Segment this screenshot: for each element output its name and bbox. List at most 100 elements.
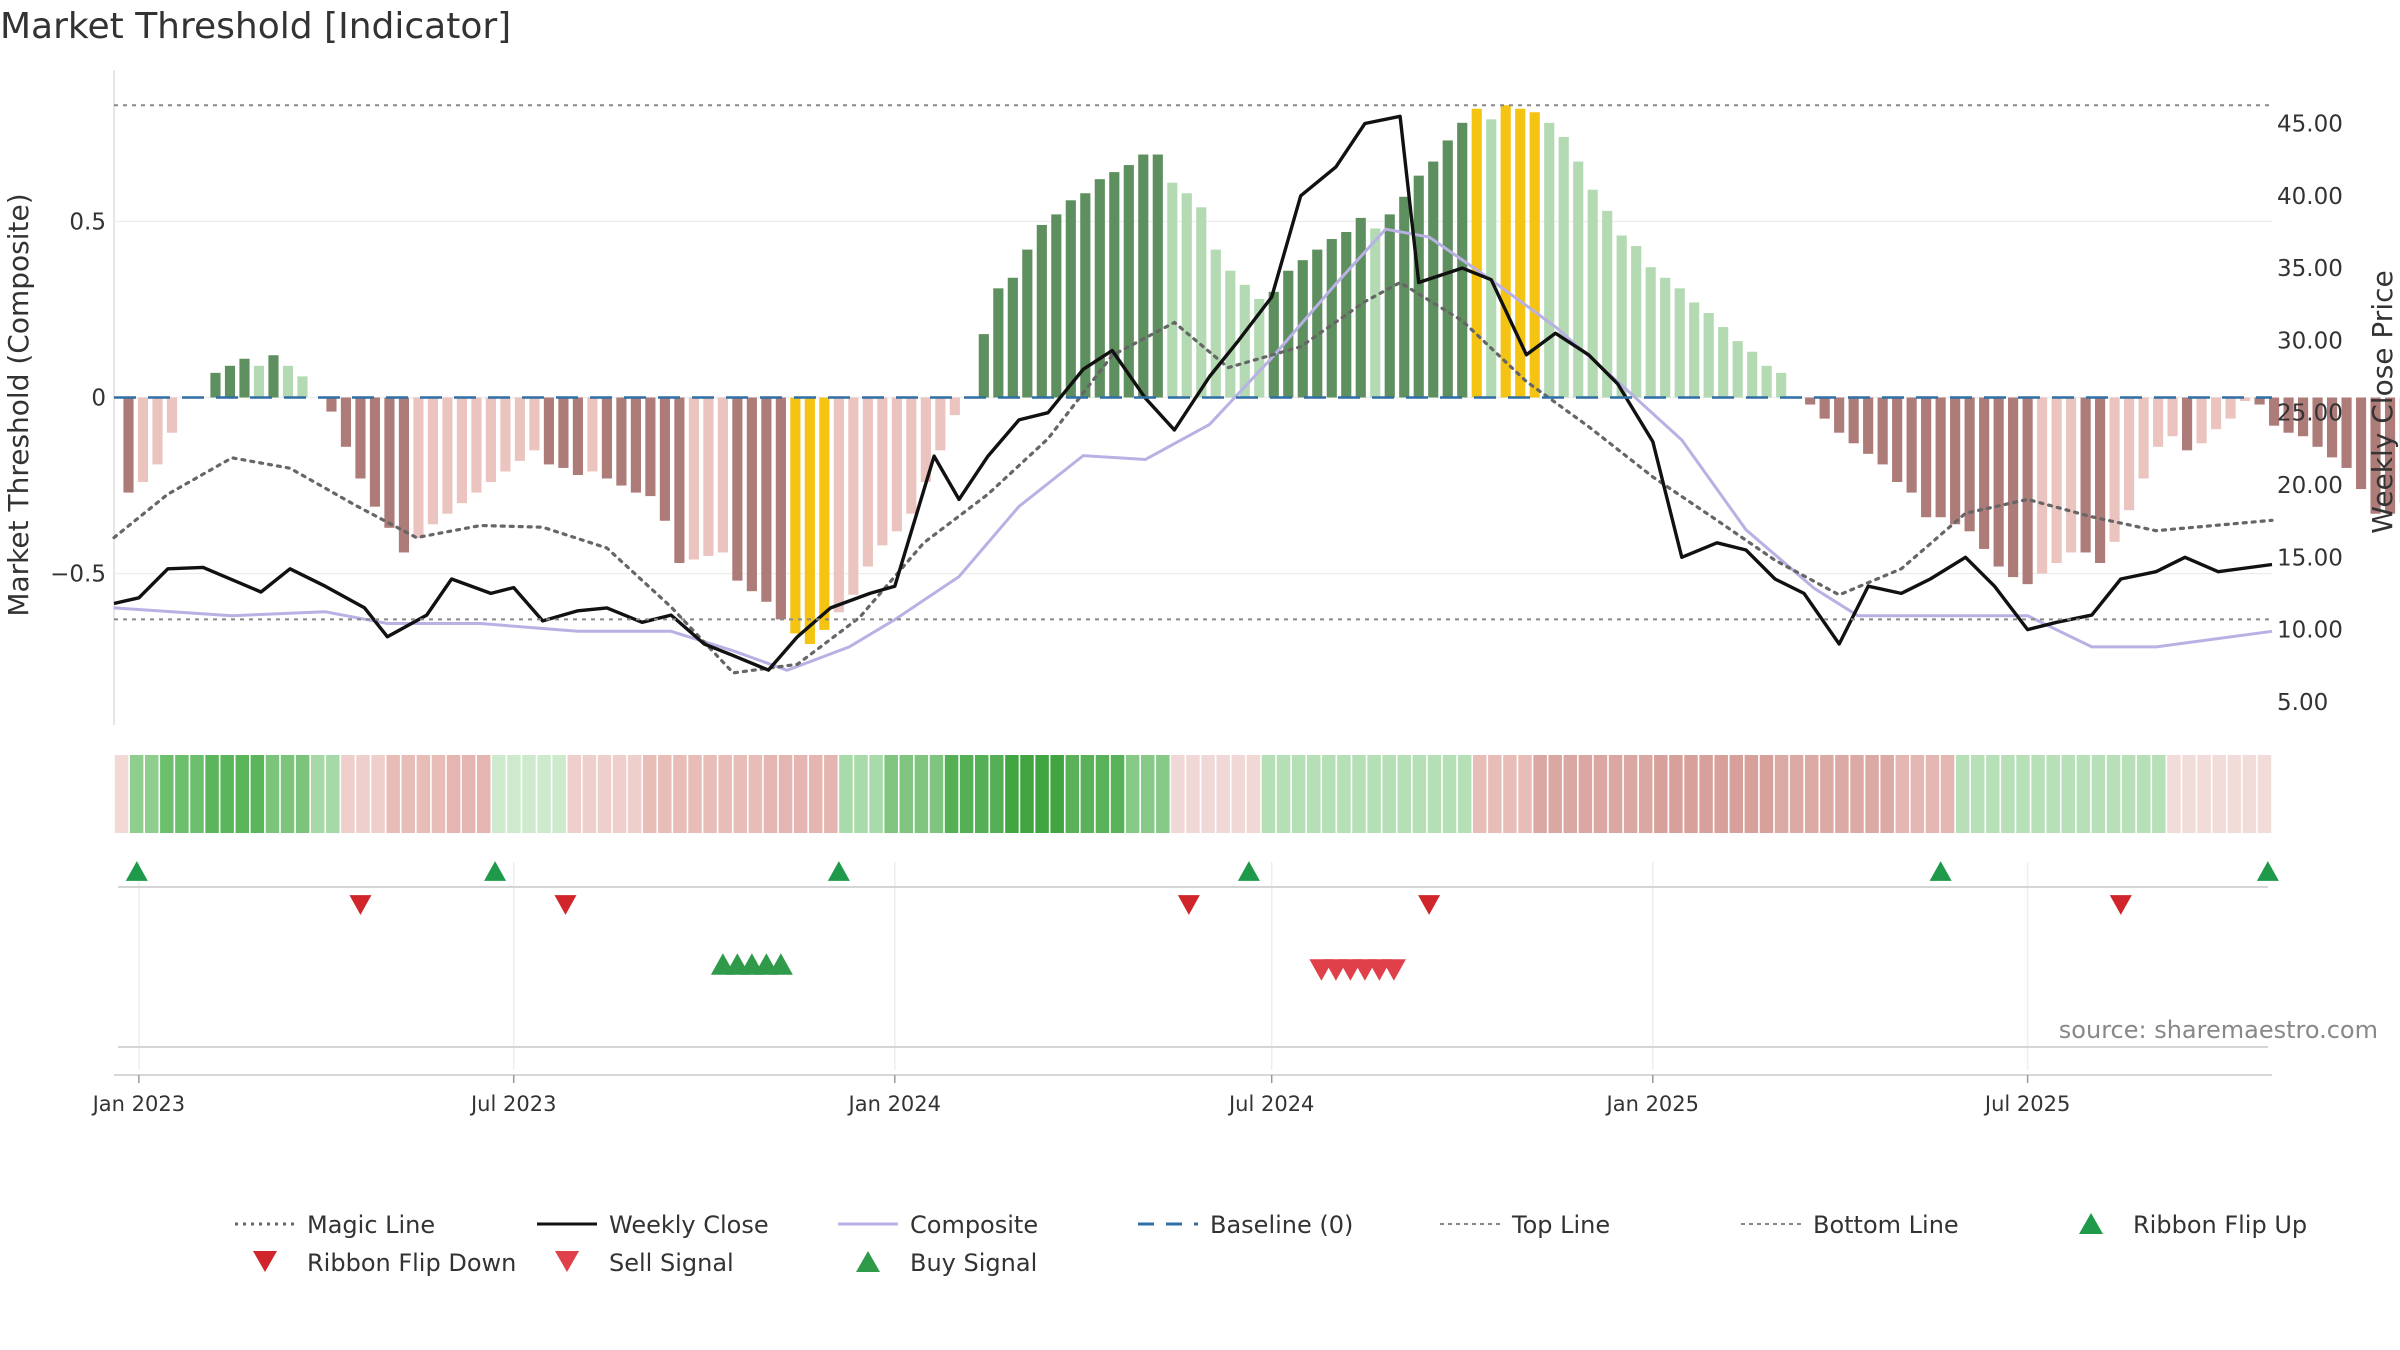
ribbon-cell — [2091, 755, 2106, 833]
composite-bar — [1819, 397, 1830, 419]
ribbon-cell — [1397, 755, 1412, 833]
legend-item: Ribbon Flip Up — [2079, 1211, 2307, 1239]
composite-bar — [1486, 119, 1497, 398]
ribbon-cell — [2046, 755, 2060, 833]
composite-bar — [2153, 397, 2164, 447]
composite-bar — [572, 397, 583, 475]
ribbon-cell — [1156, 755, 1170, 833]
composite-bar — [2109, 397, 2120, 542]
ribbon-cell — [1322, 755, 1336, 833]
ribbon-flip-down-marker — [1418, 895, 1441, 915]
composite-bar — [862, 397, 873, 567]
ribbon-cell — [1729, 755, 1744, 833]
composite-bar — [2022, 397, 2033, 585]
ribbon-flip-up-marker — [484, 861, 507, 881]
ribbon-cell — [778, 755, 793, 833]
composite-bar — [1674, 288, 1685, 398]
ribbon-cell — [1186, 755, 1200, 833]
composite-bar — [1022, 249, 1033, 398]
x-tick-label: Jan 2023 — [91, 1092, 186, 1116]
x-tick-label: Jul 2025 — [1983, 1092, 2070, 1116]
legend-label: Ribbon Flip Down — [307, 1249, 516, 1277]
ribbon-cell — [1835, 755, 1849, 833]
ribbon-cell — [1880, 755, 1894, 833]
ribbon-cell — [2016, 755, 2030, 833]
ribbon-cell — [1970, 755, 1985, 833]
composite-bar — [1848, 397, 1859, 444]
ribbon-cell — [733, 755, 748, 833]
composite-bar — [1384, 214, 1395, 398]
ribbon-cell — [1201, 755, 1215, 833]
composite-bar — [1210, 249, 1221, 398]
composite-bar — [2196, 397, 2207, 444]
ribbon-cell — [627, 755, 642, 833]
trend-ribbon — [114, 755, 2272, 833]
composite-bar — [529, 397, 540, 451]
ribbon-cell — [1412, 755, 1427, 833]
ribbon-cell — [1910, 755, 1925, 833]
composite-bar — [1558, 136, 1569, 398]
ribbon-cell — [2227, 755, 2242, 833]
composite-bar — [717, 397, 728, 553]
ribbon-cell — [1533, 755, 1547, 833]
composite-bar — [2240, 397, 2251, 402]
ribbon-flip-down-marker — [349, 895, 372, 915]
composite-bar — [1616, 235, 1627, 398]
composite-bar — [456, 397, 468, 504]
ribbon-cell — [1005, 755, 1019, 833]
ribbon-cell — [884, 755, 898, 833]
legend-label: Sell Signal — [609, 1249, 734, 1277]
ribbon-cell — [341, 755, 355, 833]
composite-bar — [2080, 397, 2091, 553]
composite-bar — [1544, 122, 1555, 398]
ribbon-cell — [1654, 755, 1668, 833]
ribbon-cell — [537, 755, 551, 833]
composite-bar — [2066, 397, 2077, 553]
ribbon-cell — [1246, 755, 1261, 833]
ribbon-cell — [1231, 755, 1246, 833]
ribbon-cell — [808, 755, 823, 833]
ribbon-cell — [959, 755, 974, 833]
ribbon-cell — [431, 755, 446, 833]
composite-bar — [253, 365, 265, 398]
ribbon-cell — [1578, 755, 1593, 833]
composite-bar — [790, 397, 801, 634]
ribbon-cell — [295, 755, 310, 833]
ribbon-cell — [1427, 755, 1442, 833]
composite-bar — [775, 397, 786, 620]
y2-tick-label: 5.00 — [2277, 690, 2328, 716]
sell-signal-marker — [1381, 959, 1406, 981]
composite-bar — [1645, 267, 1656, 398]
y2-tick-label: 25.00 — [2277, 401, 2343, 427]
legend-item: Magic Line — [235, 1211, 435, 1239]
ribbon-cell — [2106, 755, 2121, 833]
ribbon-cell — [175, 755, 189, 833]
composite-bar — [1152, 154, 1163, 398]
ribbon-cell — [1895, 755, 1910, 833]
composite-bar — [2370, 397, 2381, 514]
composite-bar — [1776, 372, 1787, 398]
composite-bar — [2384, 397, 2396, 514]
composite-bar — [1167, 182, 1178, 398]
composite-bar — [819, 397, 830, 630]
ribbon-cell — [129, 755, 144, 833]
legend-swatch — [253, 1251, 277, 1272]
legend-item: Ribbon Flip Down — [253, 1249, 516, 1277]
composite-bar — [1138, 154, 1149, 398]
ribbon-flip-up-marker — [1929, 861, 1952, 881]
ribbon-cell — [1110, 755, 1125, 833]
composite-bar — [601, 397, 612, 479]
composite-line — [113, 227, 2273, 672]
composite-bar — [1065, 200, 1076, 398]
composite-bar — [1007, 277, 1018, 398]
composite-bar — [732, 397, 743, 581]
composite-bar — [1761, 365, 1772, 398]
composite-bar — [369, 397, 381, 507]
ribbon-cell — [1216, 755, 1230, 833]
ribbon-cell — [1080, 755, 1095, 833]
ribbon-cell — [1171, 755, 1185, 833]
composite-bar — [384, 397, 395, 528]
composite-bar — [210, 372, 221, 398]
y2-tick-label: 40.00 — [2277, 184, 2343, 210]
